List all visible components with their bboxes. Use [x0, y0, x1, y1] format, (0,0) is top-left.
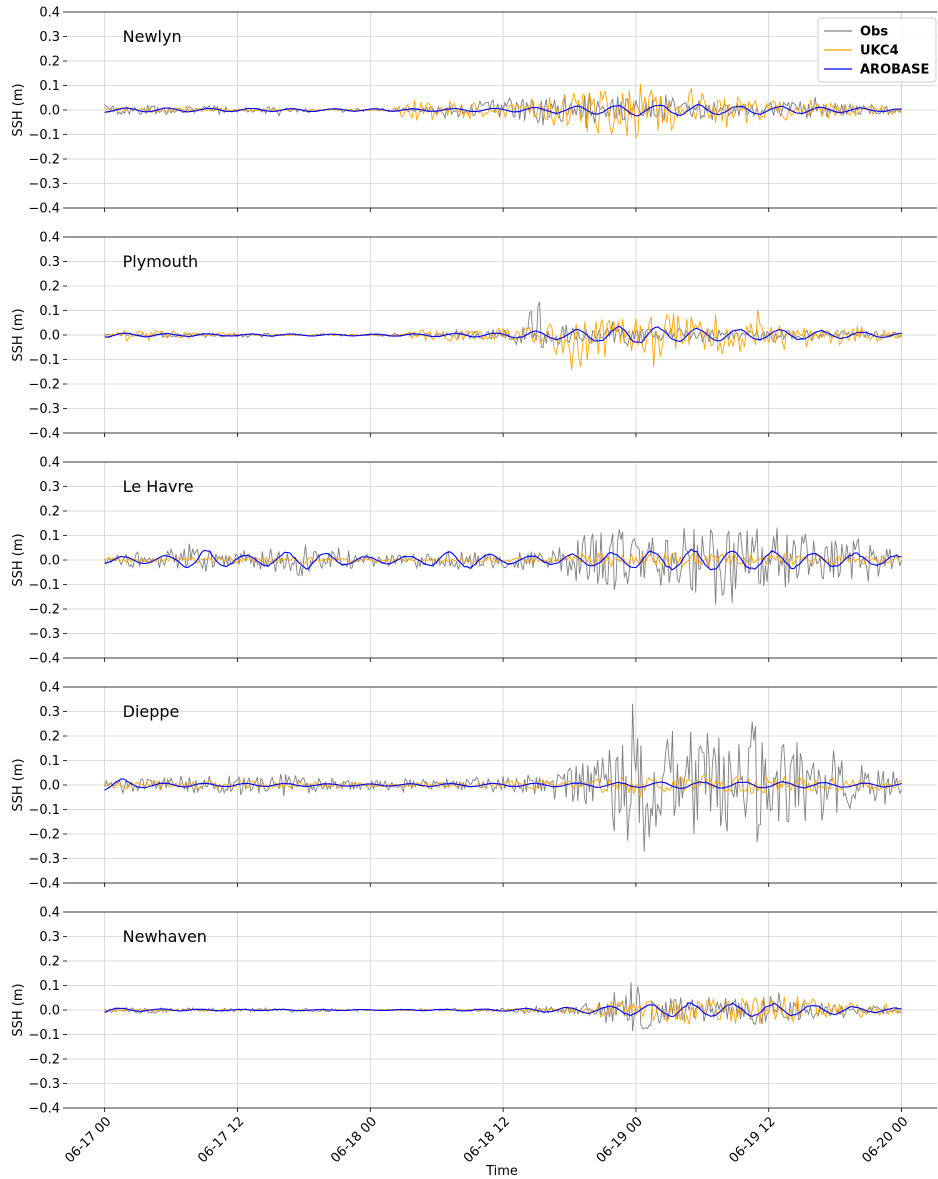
y-tick-label: 0.4 [39, 231, 60, 246]
legend-box [817, 17, 937, 83]
y-tick-label: −0.1 [28, 128, 60, 143]
y-tick-label: −0.4 [28, 427, 60, 442]
y-tick-label: 0.0 [39, 329, 60, 344]
x-tick-label: 06-20 00 [859, 1114, 911, 1166]
x-tick-label: 06-18 00 [328, 1114, 380, 1166]
y-tick-label: −0.2 [28, 1053, 60, 1068]
y-tick-label: 0.0 [39, 104, 60, 119]
y-tick-label: −0.4 [28, 652, 60, 667]
y-tick-label: 0.1 [39, 754, 60, 769]
y-tick-label: 0.1 [39, 979, 60, 994]
y-axis-label: SSH (m) [11, 308, 26, 361]
y-tick-label: −0.1 [28, 1028, 60, 1043]
x-axis-label: Time [485, 1164, 518, 1179]
y-axis-label: SSH (m) [11, 983, 26, 1036]
y-tick-label: 0.3 [39, 30, 60, 45]
y-tick-label: −0.4 [28, 202, 60, 217]
y-tick-label: 0.1 [39, 304, 60, 319]
y-tick-label: 0.0 [39, 779, 60, 794]
y-tick-label: 0.2 [39, 280, 60, 295]
y-axis-label: SSH (m) [11, 758, 26, 811]
y-tick-label: −0.3 [28, 402, 60, 417]
x-tick-label: 06-17 00 [63, 1114, 115, 1166]
y-tick-label: −0.3 [28, 177, 60, 192]
series-line-arobase [104, 548, 902, 571]
series-line-ukc4 [104, 774, 902, 797]
legend-label-ukc4: UKC4 [860, 44, 899, 59]
y-tick-label: 0.4 [39, 681, 60, 696]
y-tick-label: 0.4 [39, 456, 60, 471]
y-tick-label: −0.4 [28, 1102, 60, 1117]
y-tick-label: 0.3 [39, 930, 60, 945]
legend-label-arobase: AROBASE [860, 63, 929, 78]
panel-title-plymouth: Plymouth [123, 252, 199, 271]
y-tick-label: −0.1 [28, 803, 60, 818]
legend-label-obs: Obs [860, 25, 888, 40]
series-line-arobase [104, 325, 902, 344]
panel-title-le-havre: Le Havre [123, 477, 194, 496]
y-tick-label: 0.3 [39, 705, 60, 720]
panel-title-dieppe: Dieppe [123, 702, 180, 721]
y-tick-label: 0.3 [39, 480, 60, 495]
y-tick-label: −0.2 [28, 153, 60, 168]
y-tick-label: −0.2 [28, 603, 60, 618]
x-tick-label: 06-17 12 [195, 1114, 247, 1166]
y-axis-label: SSH (m) [11, 83, 26, 136]
x-tick-label: 06-19 00 [594, 1114, 646, 1166]
x-tick-label: 06-18 12 [461, 1114, 513, 1166]
y-tick-label: 0.2 [39, 955, 60, 970]
series-line-arobase [104, 778, 902, 791]
series-line-arobase [104, 104, 902, 117]
x-tick-label: 06-19 12 [727, 1114, 779, 1166]
y-tick-label: −0.2 [28, 828, 60, 843]
y-tick-label: 0.2 [39, 730, 60, 745]
y-tick-label: −0.3 [28, 627, 60, 642]
y-axis-label: SSH (m) [11, 533, 26, 586]
series-line-arobase [104, 1002, 902, 1018]
series-line-obs [104, 527, 903, 605]
y-tick-label: 0.4 [39, 906, 60, 921]
y-tick-label: −0.1 [28, 353, 60, 368]
series-line-ukc4 [104, 309, 902, 370]
y-tick-label: 0.1 [39, 529, 60, 544]
y-tick-label: 0.0 [39, 1004, 60, 1019]
y-tick-label: 0.3 [39, 255, 60, 270]
y-tick-label: −0.4 [28, 877, 60, 892]
panel-title-newlyn: Newlyn [123, 27, 182, 46]
y-tick-label: 0.4 [39, 6, 60, 21]
y-tick-label: 0.0 [39, 554, 60, 569]
y-tick-label: 0.1 [39, 79, 60, 94]
series-line-obs [104, 301, 902, 349]
y-tick-label: −0.3 [28, 1077, 60, 1092]
y-tick-label: −0.1 [28, 578, 60, 593]
y-tick-label: 0.2 [39, 55, 60, 70]
y-tick-label: −0.2 [28, 378, 60, 393]
panel-title-newhaven: Newhaven [123, 927, 207, 946]
y-tick-label: −0.3 [28, 852, 60, 867]
y-tick-label: 0.2 [39, 505, 60, 520]
